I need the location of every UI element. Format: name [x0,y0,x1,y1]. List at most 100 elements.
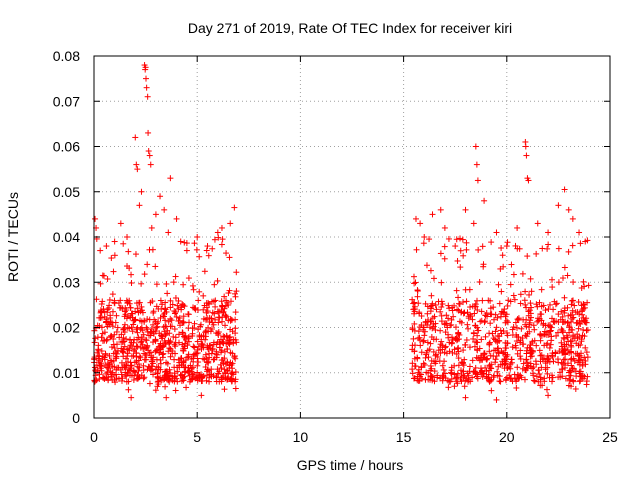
data-point [109,363,116,370]
data-point [157,193,164,200]
data-point [150,321,157,328]
data-point [417,342,424,349]
data-point [415,328,422,335]
data-point [469,303,476,310]
data-point [232,309,239,316]
data-point [581,373,588,380]
data-point [504,340,511,347]
data-point [437,250,444,257]
data-point [578,350,585,357]
data-point [494,368,501,375]
data-point [144,316,151,323]
data-point [549,378,556,385]
data-point [499,252,506,259]
data-point [518,325,525,332]
data-point [219,236,226,243]
data-point [185,353,192,360]
data-point [531,326,538,333]
data-point [123,372,130,379]
data-point [580,278,587,285]
data-point [474,332,481,339]
data-point [221,355,228,362]
data-point [115,375,122,382]
data-point [464,321,471,328]
data-point [132,134,139,141]
data-point [460,347,467,354]
data-point [232,369,239,376]
data-point [441,255,448,262]
data-point [431,368,438,375]
data-point [172,387,179,394]
data-point [478,308,485,315]
data-point [209,309,216,316]
data-point [486,348,493,355]
data-point [522,367,529,374]
data-point [228,298,235,305]
data-point [504,302,511,309]
data-point [573,340,580,347]
data-point [186,319,193,326]
data-point [133,161,140,168]
data-point [92,335,99,342]
data-point [215,319,222,326]
data-point [543,342,550,349]
data-point [194,234,201,240]
data-point [427,267,434,274]
data-point [577,321,584,328]
data-point [134,375,141,382]
y-tick-label: 0.04 [53,229,80,245]
data-point [439,300,446,307]
data-point [200,292,207,299]
data-point [494,332,501,339]
data-point [166,339,173,346]
data-point [127,313,134,320]
data-point [514,371,521,378]
data-point [553,318,560,325]
data-point [463,298,470,305]
data-point [218,224,225,231]
data-point [476,345,483,352]
data-point [180,313,187,320]
data-point [519,365,526,372]
data-point [163,372,170,379]
data-point [424,347,431,354]
data-point [564,319,571,326]
data-point [463,337,470,344]
data-point [121,308,128,315]
data-point [194,350,201,357]
data-point [523,316,530,323]
data-point [482,333,489,340]
data-point [174,302,181,309]
data-point [195,359,202,366]
data-point [118,371,125,378]
data-point [172,273,179,280]
data-point [520,341,527,348]
data-point [124,350,131,357]
data-point [92,215,99,222]
data-point [536,299,543,306]
data-point [467,304,474,311]
data-point [481,351,488,358]
data-point [195,343,202,350]
data-point [415,300,422,307]
data-point [128,394,135,401]
data-point [153,281,160,288]
data-point [569,311,576,318]
data-point [221,305,228,312]
data-point [166,376,173,383]
data-point [204,372,211,379]
data-point [147,328,154,335]
data-point [526,291,533,298]
data-point [409,366,416,373]
data-point [165,348,172,355]
data-point [486,340,493,347]
data-point [559,373,566,380]
data-point [553,332,560,339]
data-point [568,297,575,304]
data-point [461,356,468,363]
data-point [101,375,108,382]
data-point [423,262,430,269]
data-point [183,384,190,391]
data-point [217,344,224,351]
data-point [445,235,452,242]
